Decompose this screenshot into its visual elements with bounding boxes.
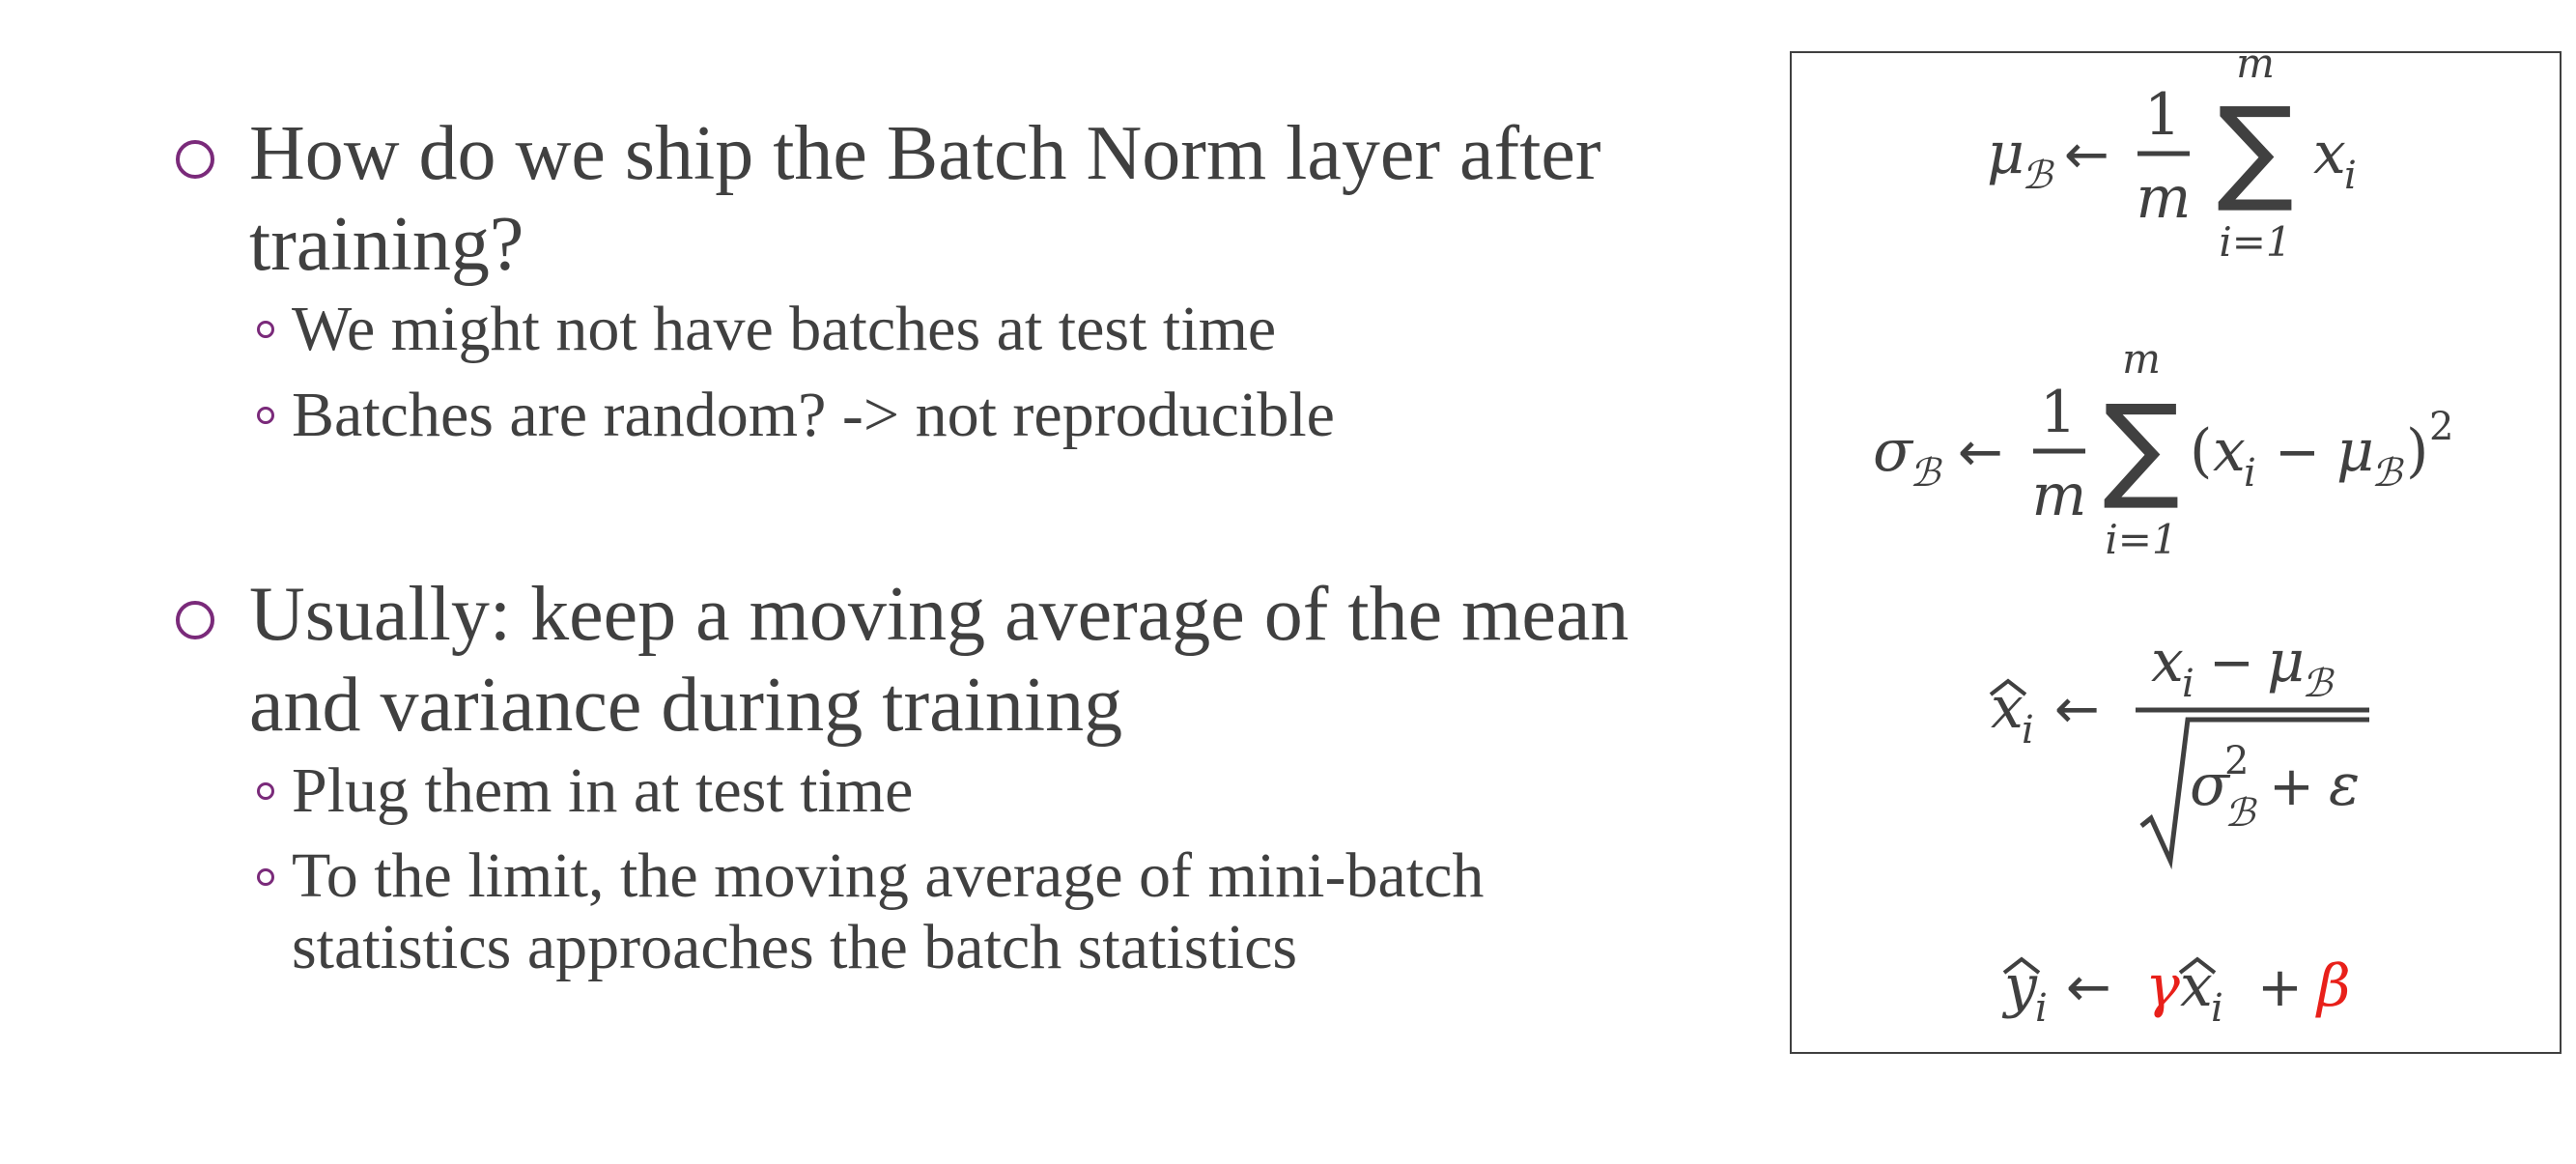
close-paren: ) [2406,417,2428,485]
bullet-line: Usually: keep a moving average of the me… [249,572,1629,657]
fraction-numerator: 1 [2144,81,2181,149]
plus-sign: + [2257,956,2303,1019]
mu-symbol: μ [1987,120,2024,187]
x-hat-variable: x [1991,674,2024,742]
sigma-symbol: σ [1873,417,1914,485]
y-hat-variable: y [2001,952,2038,1020]
assign-arrow: ← [1958,421,2003,484]
gamma-parameter: γ [2145,952,2180,1020]
index-subscript: i [2244,451,2256,496]
sub-bullet-marker [257,782,274,800]
fraction-denominator: m [2137,164,2192,232]
assign-arrow: ← [2066,956,2111,1019]
mu-symbol: μ [2336,417,2374,485]
mu-symbol: μ [2267,628,2305,696]
sum-lower-limit: i=1 [2219,218,2291,266]
sub-bullet-marker [257,321,274,338]
bullet-marker [176,601,214,639]
batch-subscript: ℬ [2302,662,2335,706]
beta-parameter: β [2315,952,2351,1020]
batch-subscript: ℬ [1910,451,1942,496]
hat-accent [2002,956,2041,975]
x-variable: x [2151,628,2184,696]
assign-arrow: ← [2054,678,2100,741]
bullet-list: How do we ship the Batch Norm layer afte… [176,108,1756,983]
formula-normalize: x i ← x i − μ ℬ σ 2 ℬ + ε [1989,628,2369,870]
open-paren: ( [2190,417,2212,485]
sum-upper-limit: m [2122,335,2161,383]
bullet-line: and variance during training [249,663,1123,748]
formula-scale-shift: y i ← γ x i + β [2001,952,2351,1031]
sub-bullet-line: Plug them in at test time [292,755,914,826]
sub-bullet-marker [257,868,274,886]
batch-subscript: ℬ [2371,451,2404,496]
sub-bullet-text: Batches are random? -> not reproducible [292,380,1741,451]
sub-bullet-text: Plug them in at test time [292,755,1741,827]
formula-box: μ ℬ ← 1 m m ∑ i=1 x i σ ℬ ← 1 m m ∑ i=1 … [1790,40,2562,1054]
bullet-line: training? [249,202,524,287]
sum-lower-limit: i=1 [2105,516,2177,563]
sum-symbol: ∑ [2103,380,2180,513]
index-subscript: i [2035,986,2048,1031]
sub-bullet-line: To the limit, the moving average of mini… [292,840,1485,911]
sum-upper-limit: m [2236,40,2275,87]
hat-accent [2178,956,2217,975]
batch-subscript: ℬ [2224,791,2257,836]
sub-bullet-line: Batches are random? -> not reproducible [292,380,1335,450]
x-hat-variable: x [2180,952,2213,1020]
square-exponent: 2 [2429,405,2453,449]
bullet-line: How do we ship the Batch Norm layer afte… [249,111,1601,196]
square-exponent: 2 [2224,739,2249,783]
sub-bullet-line: We might not have batches at test time [292,294,1277,364]
sub-bullet-line: statistics approaches the batch statisti… [292,912,1298,982]
formula-mean: μ ℬ ← 1 m m ∑ i=1 x i [1987,40,2357,266]
sub-bullet-marker [257,407,274,424]
x-variable: x [2313,120,2346,187]
bullet-text: How do we ship the Batch Norm layer afte… [249,108,1756,290]
x-variable: x [2213,417,2246,485]
index-subscript: i [2182,662,2194,706]
hat-accent [1989,678,2027,696]
sum-symbol: ∑ [2217,82,2294,215]
formula-canvas: μ ℬ ← 1 m m ∑ i=1 x i σ ℬ ← 1 m m ∑ i=1 … [1873,40,2453,1031]
epsilon-symbol: ε [2329,752,2360,819]
bullet-marker [176,140,214,179]
fraction-denominator: m [2032,462,2087,529]
minus-sign: − [2275,421,2320,484]
index-subscript: i [2211,986,2223,1031]
index-subscript: i [2344,154,2357,198]
formula-variance: σ ℬ ← 1 m m ∑ i=1 ( x i − μ ℬ ) 2 [1873,335,2453,563]
plus-sign: + [2269,755,2314,818]
sigma-symbol: σ [2190,752,2231,819]
index-subscript: i [2022,708,2034,752]
bullet-text: Usually: keep a moving average of the me… [249,569,1756,751]
square-root-sign [2139,717,2369,870]
sub-bullet-text: To the limit, the moving average of mini… [292,840,1741,983]
sub-bullet-text: We might not have batches at test time [292,294,1741,365]
assign-arrow: ← [2064,124,2109,186]
minus-sign: − [2209,632,2254,695]
fraction-numerator: 1 [2040,379,2077,446]
batch-subscript: ℬ [2022,154,2054,198]
